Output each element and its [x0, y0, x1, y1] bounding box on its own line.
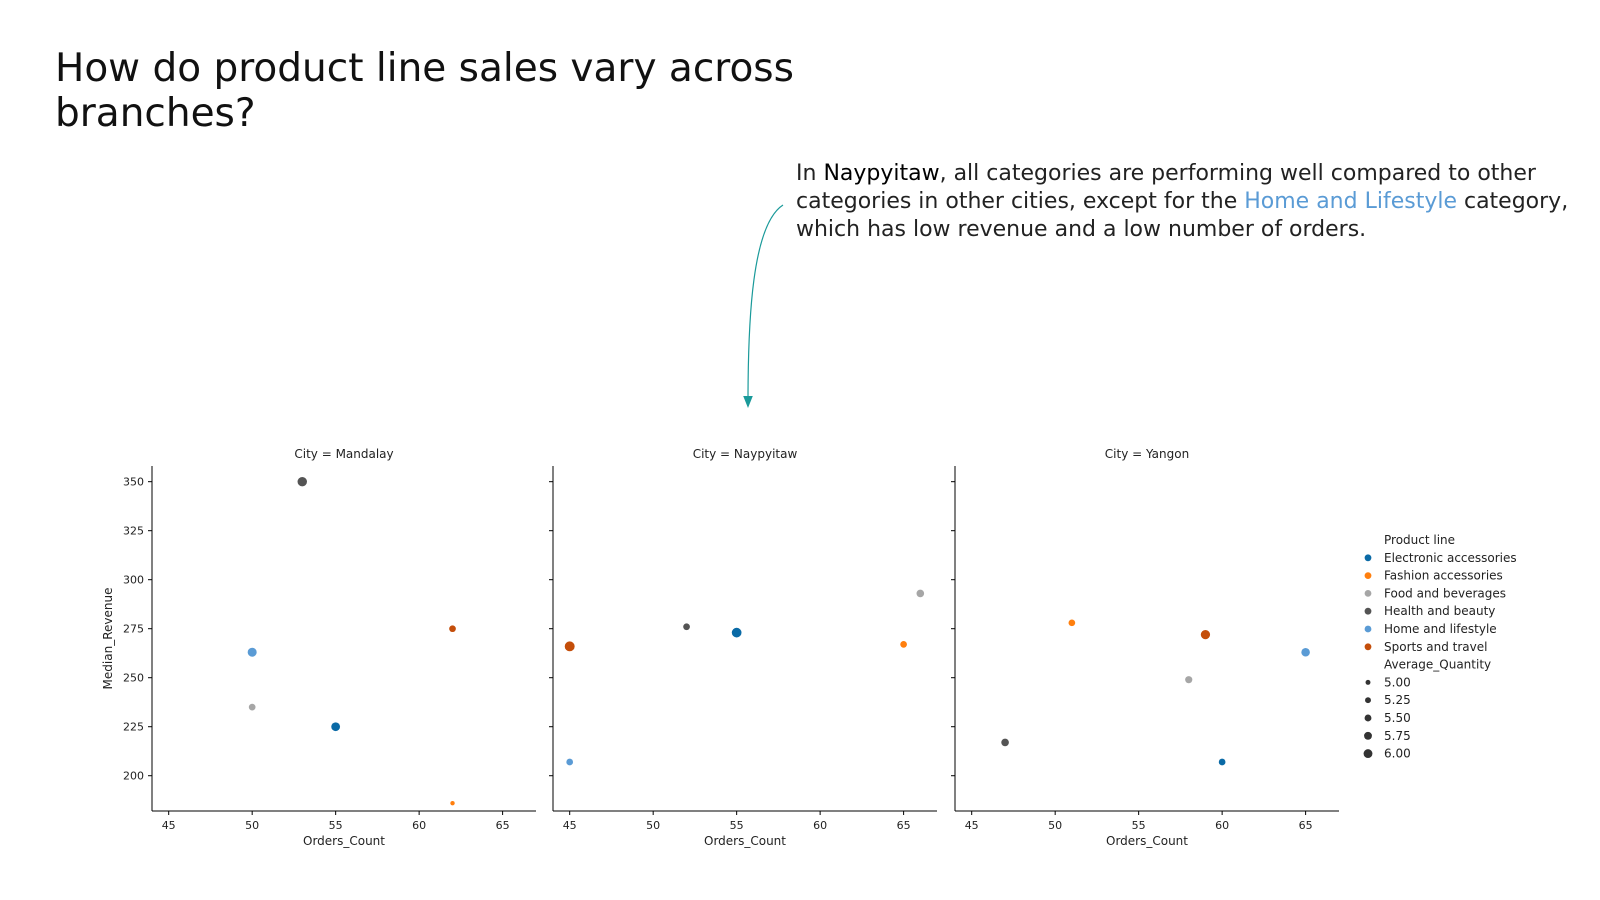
- data-point-home-and-lifestyle: [1301, 647, 1310, 657]
- data-point-sports-and-travel: [1200, 629, 1211, 640]
- legend-size-marker: [1365, 679, 1371, 685]
- x-axis-label: Orders_Count: [303, 834, 385, 848]
- legend-marker: [1364, 625, 1372, 633]
- y-tick-label: 300: [123, 574, 144, 587]
- x-tick-label: 50: [245, 819, 259, 832]
- legend-size-entry: 5.25: [1384, 693, 1411, 707]
- legend-entry: Electronic accessories: [1384, 551, 1517, 565]
- x-tick-label: 55: [730, 819, 744, 832]
- legend-entry: Sports and travel: [1384, 640, 1487, 654]
- data-point-food-and-beverages: [248, 703, 256, 711]
- x-tick-label: 65: [496, 819, 510, 832]
- legend-size-marker: [1364, 714, 1372, 722]
- facet-title: City = Yangon: [1105, 447, 1189, 461]
- facet-panel-1: City = Mandalay 45 50 55 60 65 200 225 250 275 300…: [101, 447, 536, 848]
- x-tick-label: 60: [1215, 819, 1229, 832]
- legend-entry: Home and lifestyle: [1384, 622, 1497, 636]
- legend-size-title: Average_Quantity: [1384, 658, 1491, 672]
- legend-entry: Fashion accessories: [1384, 569, 1503, 583]
- x-tick-label: 55: [329, 819, 343, 832]
- data-point-home-and-lifestyle: [247, 647, 257, 657]
- legend-marker: [1364, 607, 1372, 615]
- annotation-middle: , all categories are performing well com…: [796, 161, 1536, 214]
- data-point-electronic-accessories: [1218, 758, 1226, 766]
- y-axis-label: Median_Revenue: [101, 588, 115, 690]
- x-tick-label: 50: [1048, 819, 1062, 832]
- legend-size-entry: 5.50: [1384, 711, 1411, 725]
- data-point-electronic-accessories: [331, 722, 341, 732]
- facet-title: City = Mandalay: [294, 447, 393, 461]
- page-title: How do product line sales vary across br…: [55, 46, 794, 136]
- legend-marker: [1364, 643, 1372, 651]
- data-point-sports-and-travel: [449, 625, 456, 633]
- legend-marker: [1364, 590, 1372, 597]
- legend-entry: Food and beverages: [1384, 586, 1506, 600]
- annotation-city-highlight: Naypyitaw: [823, 161, 940, 186]
- x-axis-label: Orders_Count: [1106, 834, 1188, 848]
- x-tick-label: 55: [1132, 819, 1146, 832]
- legend-size-entry: 5.75: [1384, 729, 1411, 743]
- x-tick-label: 65: [897, 819, 911, 832]
- y-tick-label: 350: [123, 476, 144, 489]
- legend-size-entry: 6.00: [1384, 747, 1411, 761]
- y-tick-label: 200: [123, 770, 144, 783]
- x-tick-label: 65: [1299, 819, 1313, 832]
- facet-title: City = Naypyitaw: [693, 447, 798, 461]
- legend: Product line Electronic accessories Fashio…: [1363, 533, 1517, 761]
- facet-panel-2: City = Naypyitaw 45 50 55 60 65 Orders_Count: [549, 447, 937, 848]
- x-axis-label: Orders_Count: [704, 834, 786, 848]
- legend-marker: [1364, 554, 1372, 562]
- x-tick-label: 45: [965, 819, 979, 832]
- data-point-fashion-accessories: [900, 641, 907, 648]
- x-tick-label: 60: [813, 819, 827, 832]
- annotation-prefix: In: [796, 161, 824, 186]
- facet-panel-3: City = Yangon 45 50 55 60 65 Orders_Count: [951, 447, 1339, 848]
- data-point-home-and-lifestyle: [566, 758, 574, 766]
- y-tick-label: 250: [123, 672, 144, 685]
- legend-size-marker: [1363, 749, 1373, 759]
- legend-marker: [1364, 572, 1372, 579]
- data-point-food-and-beverages: [1185, 676, 1193, 684]
- data-point-electronic-accessories: [731, 627, 742, 638]
- data-point-health-and-beauty: [297, 476, 307, 487]
- data-point-sports-and-travel: [564, 641, 575, 652]
- x-tick-label: 45: [563, 819, 577, 832]
- data-point-fashion-accessories: [450, 800, 455, 806]
- y-tick-label: 225: [123, 721, 144, 734]
- legend-size-entry: 5.00: [1384, 675, 1411, 689]
- annotation-text: In Naypyitaw, all categories are perform…: [796, 160, 1576, 244]
- data-point-health-and-beauty: [1001, 738, 1009, 747]
- legend-hue-title: Product line: [1384, 533, 1455, 547]
- x-tick-label: 60: [412, 819, 426, 832]
- data-point-fashion-accessories: [1068, 619, 1076, 627]
- x-tick-label: 45: [162, 819, 176, 832]
- legend-size-marker: [1365, 697, 1371, 704]
- data-point-food-and-beverages: [916, 589, 925, 598]
- x-tick-label: 50: [646, 819, 660, 832]
- data-point-health-and-beauty: [683, 623, 690, 631]
- annotation-category-highlight: Home and Lifestyle: [1244, 189, 1457, 214]
- legend-size-marker: [1364, 731, 1372, 740]
- annotation-suffix: category, which has low revenue and a lo…: [796, 189, 1569, 242]
- y-tick-label: 275: [123, 623, 144, 636]
- y-tick-label: 325: [123, 525, 144, 538]
- legend-entry: Health and beauty: [1384, 604, 1495, 618]
